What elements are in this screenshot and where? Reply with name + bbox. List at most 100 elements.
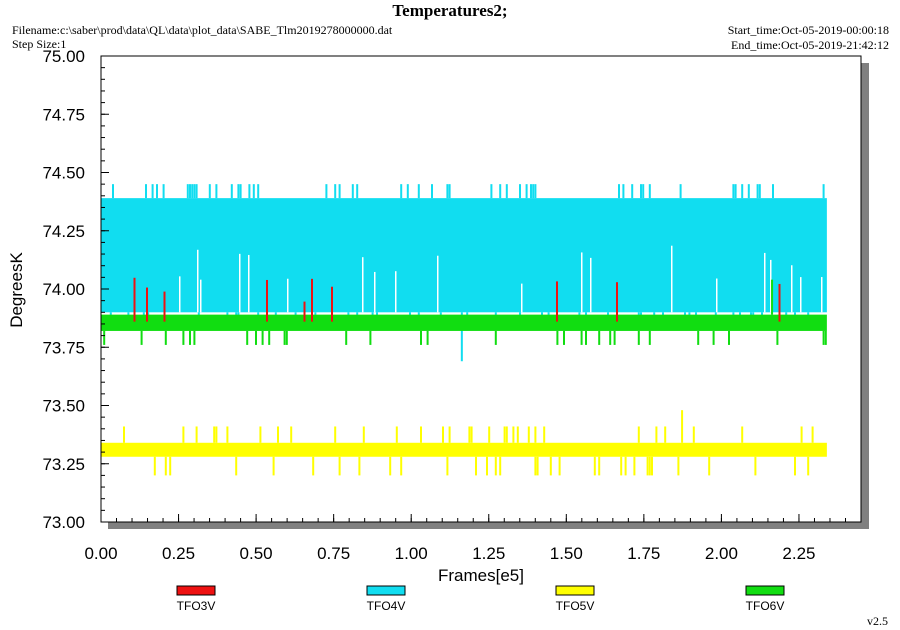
series-spike-tfo6v [261, 330, 264, 345]
series-spike-tfo4v [756, 184, 759, 199]
series-gap-tfo4v [821, 277, 823, 313]
filename-label: Filename:c:\saber\prod\data\QL\data\plot… [12, 23, 393, 37]
series-spike-tfo5v [362, 426, 365, 443]
series-spike-tfo5v [807, 456, 810, 476]
series-spike-tfo6v [140, 330, 143, 345]
x-tick-label: 0.75 [317, 544, 350, 563]
series-tfo4v [101, 184, 827, 362]
series-spike-tfo4v [257, 184, 260, 199]
series-spike-tfo4v [519, 184, 521, 199]
series-spike-tfo6v [369, 330, 372, 345]
series-spike-tfo5v [534, 456, 537, 476]
series-spike-tfo4v [334, 184, 337, 199]
series-spike-tfo6v [182, 330, 185, 345]
series-spike-tfo5v [488, 426, 491, 443]
legend-label-tfo4v: TFO4V [367, 599, 406, 613]
series-spike-tfo4v [189, 184, 191, 199]
legend: TFO3V TFO4V TFO5V TFO6V [176, 585, 785, 613]
series-spike-tfo6v [255, 330, 257, 345]
series-spike-tfo5v [235, 456, 238, 476]
series-spike-tfo5v [651, 456, 653, 476]
series-spike-tfo6v [426, 330, 429, 345]
series-spike-tfo6v [776, 330, 779, 345]
series-spike-tfo6v [164, 330, 167, 345]
series-spike-tfo5v [259, 426, 262, 443]
series-spike-tfo6v [609, 330, 612, 345]
series-spike-tfo4v [448, 184, 451, 199]
series-spike-tfo4v [186, 184, 189, 199]
series-spike-tfo5v [400, 456, 403, 476]
series-spike-tfo6v [613, 330, 616, 345]
series-spike-tfo5v [215, 426, 218, 443]
series-spike-tfo5v [534, 426, 537, 443]
series-spike-tfo4v [356, 184, 359, 199]
y-tick-label: 73.25 [42, 455, 85, 474]
y-tick-label: 74.00 [42, 280, 85, 299]
series-tfo3v [133, 277, 781, 322]
series-spike-tfo4v [530, 184, 532, 199]
series-spike-tfo6v [246, 330, 249, 345]
series-gap-tfo4v [362, 257, 364, 313]
series-spike-tfo4v [532, 184, 535, 199]
series-spike-tfo4v [406, 184, 409, 199]
series-spike-tfo6v [822, 330, 825, 345]
series-spike-tfo4v [252, 184, 255, 199]
series-spike-tfo6v [697, 330, 700, 345]
series-gap-tfo4v [671, 245, 673, 313]
series-spike-tfo5v [338, 456, 341, 476]
series-gap-tfo4v [791, 265, 793, 313]
series-spike-tfo5v [503, 426, 506, 443]
series-spike-tfo5v [470, 426, 473, 443]
series-spike-tfo5v [664, 426, 667, 443]
series-spike-tfo5v [123, 426, 125, 443]
series-spike-tfo5v [277, 426, 279, 443]
series-spike-tfo5v [624, 456, 627, 476]
series-spike-tfo6v [580, 330, 583, 345]
series-spike-tfo5v [648, 456, 651, 476]
series-spike-tfo4v [679, 184, 682, 199]
series-spike-tfo6v [824, 330, 827, 345]
series-spike-tfo4v [248, 184, 251, 199]
x-axis-label: Frames[e5] [438, 566, 524, 585]
series-spike-tfo5v [153, 456, 156, 476]
series-gap-tfo4v [437, 255, 439, 313]
series-spike-tfo3v [616, 282, 618, 322]
series-spike-tfo6v [637, 330, 640, 345]
series-band-tfo4v [101, 198, 827, 313]
series-spike-tfo4v [499, 184, 502, 199]
step-size-label: Step Size:1 [12, 37, 67, 51]
series-gap-tfo4v [239, 253, 241, 313]
series-spike-tfo5v [448, 426, 451, 443]
series-spike-tfo5v [358, 456, 361, 476]
series-spike-tfo5v [182, 426, 185, 443]
x-tick-label: 0.25 [162, 544, 195, 563]
series-spike-tfo4v [732, 184, 735, 199]
series-spike-tfo6v [420, 330, 422, 345]
x-tick-label: 0.50 [240, 544, 273, 563]
series-spike-tfo5v [512, 426, 515, 443]
series-spike-tfo5v [164, 456, 167, 476]
series-spike-tfo6v [728, 330, 730, 345]
series-spike-tfo5v [395, 426, 398, 443]
series-spike-tfo5v [420, 426, 422, 443]
series-spike-tfo6v [556, 330, 559, 345]
y-tick-label: 75.00 [42, 47, 85, 66]
series-spike-tfo5v [655, 426, 658, 443]
series-tfo5v [101, 410, 827, 476]
series-spike-tfo5v [800, 426, 803, 443]
series-gap-tfo4v [287, 278, 289, 313]
legend-swatch-tfo4v [366, 585, 406, 596]
series-spike-tfo6v [285, 330, 288, 345]
series-spike-tfo5v [620, 456, 623, 476]
series-spike-tfo5v [527, 426, 530, 443]
legend-label-tfo6v: TFO6V [746, 599, 785, 613]
series-spike-tfo4v [112, 184, 114, 199]
series-spike-tfo5v [505, 426, 508, 443]
series-band-tfo5v [101, 442, 827, 457]
series-max-tfo5v [681, 410, 684, 443]
series-spike-tfo5v [692, 426, 695, 443]
x-tick-label: 0.00 [84, 544, 117, 563]
series-spike-tfo4v [191, 184, 194, 199]
series-spike-tfo4v [741, 184, 744, 199]
series-spike-tfo3v [331, 286, 333, 322]
